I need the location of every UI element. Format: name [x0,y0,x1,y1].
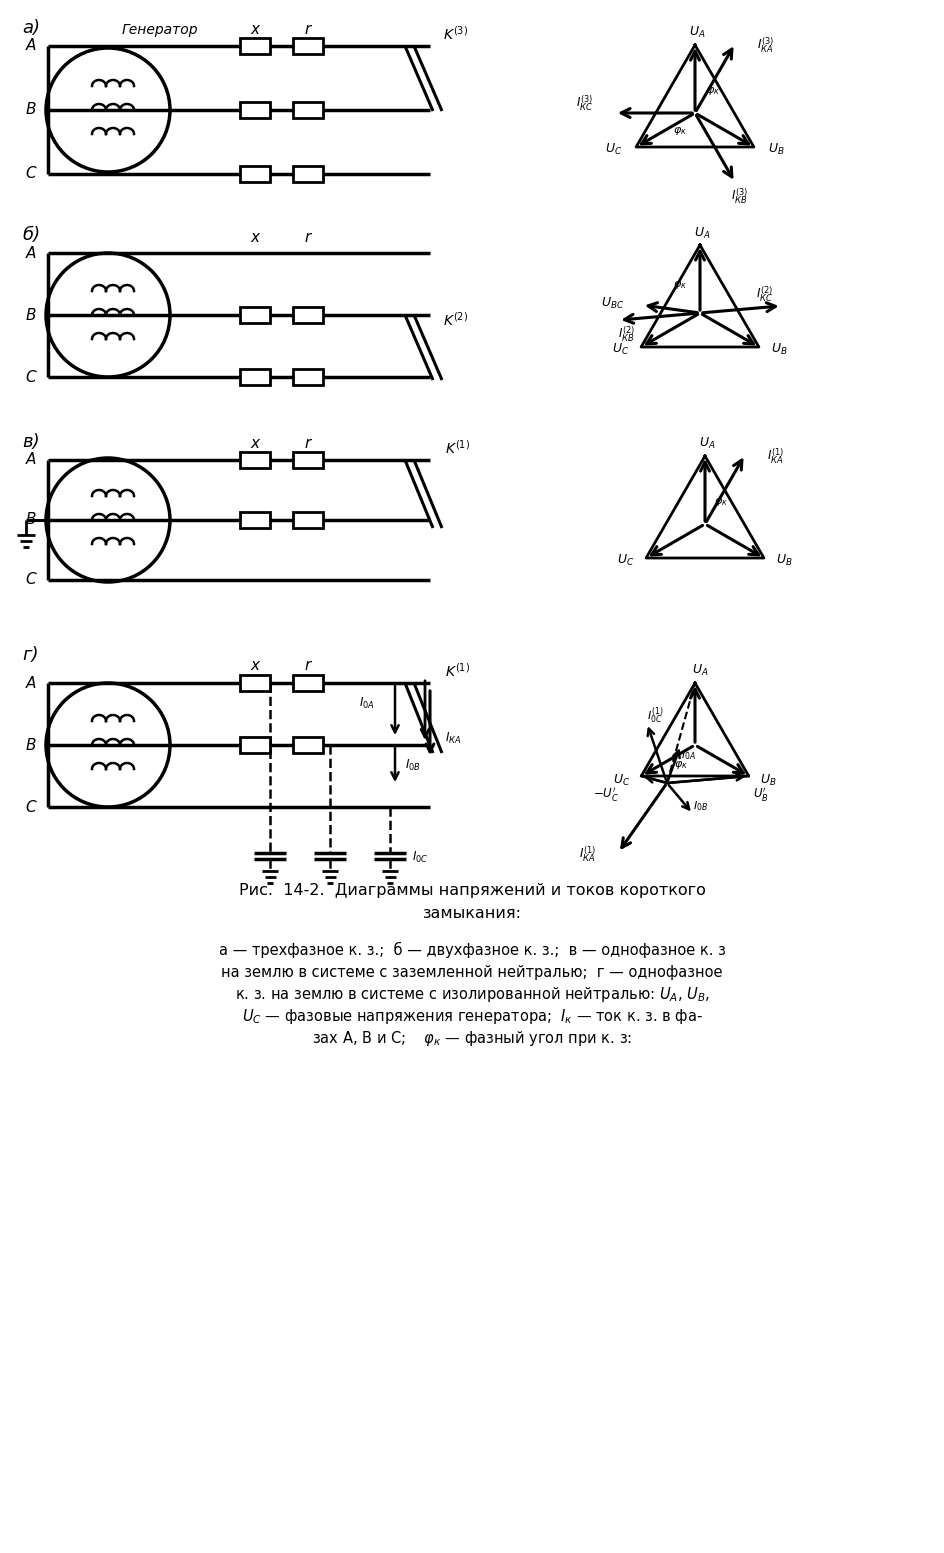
Text: $U_A$: $U_A$ [699,435,716,450]
Text: $U_A$: $U_A$ [689,25,705,39]
Text: к. з. на землю в системе с изолированной нейтралью: $U_A$, $U_B$,: к. з. на землю в системе с изолированной… [234,985,710,1003]
Text: на землю в системе с заземленной нейтралью;  г — однофазное: на землю в системе с заземленной нейтрал… [221,964,723,980]
Text: $U_C$: $U_C$ [617,553,634,567]
Text: $I^{(1)}_{КА}$: $I^{(1)}_{КА}$ [579,845,597,865]
Text: $U_B$: $U_B$ [760,772,777,787]
Text: а — трехфазное к. з.;  б — двухфазное к. з.;  в — однофазное к. з: а — трехфазное к. з.; б — двухфазное к. … [219,943,725,958]
Text: а): а) [22,19,40,37]
Text: $K^{(1)}$: $K^{(1)}$ [445,662,470,680]
Text: B: B [25,102,36,118]
Text: $\varphi_к$: $\varphi_к$ [674,759,688,770]
Text: $I^{(1)}_{0С}$: $I^{(1)}_{0С}$ [647,705,664,725]
Text: $U_C$: $U_C$ [613,772,630,787]
Bar [293,307,323,323]
Text: A: A [25,452,36,467]
Text: $K^{(1)}$: $K^{(1)}$ [445,439,470,457]
Bar [240,512,270,528]
Text: A: A [25,39,36,53]
Text: A: A [25,245,36,261]
Bar [293,512,323,528]
Text: $I_{0А}$: $I_{0А}$ [682,749,696,763]
Text: C: C [25,370,36,385]
Text: $I^{(3)}_{КС}$: $I^{(3)}_{КС}$ [576,93,593,113]
Text: r: r [305,230,312,244]
Text: C: C [25,573,36,587]
Text: x: x [250,22,260,37]
Text: C: C [25,166,36,182]
Text: $K^{(2)}$: $K^{(2)}$ [443,311,468,329]
Text: $U_B'$: $U_B'$ [752,784,768,803]
Text: г): г) [22,646,39,665]
Text: $I_{0В}$: $I_{0В}$ [693,798,708,812]
Bar [240,676,270,691]
Text: $I_{0В}$: $I_{0В}$ [405,758,421,772]
Text: зах A, B и C;    $\varphi_к$ — фазный угол при к. з:: зах A, B и C; $\varphi_к$ — фазный угол … [312,1028,632,1048]
Bar [293,738,323,753]
Text: $\varphi_к$: $\varphi_к$ [673,124,687,137]
Bar [240,307,270,323]
Bar [293,166,323,182]
Text: A: A [25,676,36,691]
Text: $\varphi_к$: $\varphi_к$ [706,85,720,96]
Text: $I^{(2)}_{КВ}$: $I^{(2)}_{КВ}$ [617,325,635,343]
Bar [240,102,270,118]
Text: $\varphi_к$: $\varphi_к$ [673,280,687,290]
Text: r: r [305,657,312,672]
Text: r: r [305,436,312,452]
Bar [240,370,270,385]
Bar [293,452,323,467]
Bar [240,37,270,54]
Text: $U_C$: $U_C$ [613,342,630,357]
Bar [293,37,323,54]
Text: $K^{(3)}$: $K^{(3)}$ [443,25,468,43]
Bar [240,452,270,467]
Text: $I^{(3)}_{КВ}$: $I^{(3)}_{КВ}$ [732,186,749,207]
Text: B: B [25,307,36,323]
Text: $U_{ВС}$: $U_{ВС}$ [600,295,624,311]
Text: $-U_C'$: $-U_C'$ [593,784,619,803]
Text: $I_{КА}$: $I_{КА}$ [445,730,462,745]
Text: $U_B$: $U_B$ [776,553,792,567]
Text: C: C [25,800,36,814]
Bar [293,676,323,691]
Text: Генератор: Генератор [122,23,198,37]
Text: $U_A$: $U_A$ [692,663,708,677]
Text: Рис.  14-2.  Диаграммы напряжений и токов короткого: Рис. 14-2. Диаграммы напряжений и токов … [239,882,705,898]
Text: x: x [250,436,260,452]
Text: $I^{(3)}_{КА}$: $I^{(3)}_{КА}$ [757,36,774,56]
Text: $U_B$: $U_B$ [770,342,787,357]
Text: B: B [25,738,36,753]
Text: r: r [305,22,312,37]
Bar [293,370,323,385]
Text: x: x [250,230,260,244]
Text: $I^{(2)}_{КС}$: $I^{(2)}_{КС}$ [756,284,774,303]
Bar [240,738,270,753]
Text: $U_A$: $U_A$ [694,225,710,241]
Text: $U_B$: $U_B$ [767,141,784,157]
Text: в): в) [22,433,40,450]
Text: $U_C$ — фазовые напряжения генератора;  $I_к$ — ток к. з. в фа-: $U_C$ — фазовые напряжения генератора; $… [242,1006,702,1025]
Text: $U_C$: $U_C$ [605,141,623,157]
Text: B: B [25,512,36,528]
Text: $I_{0С}$: $I_{0С}$ [412,849,429,865]
Bar [240,166,270,182]
Text: x: x [250,657,260,672]
Text: б): б) [22,227,41,244]
Text: $I^{(1)}_{КА}$: $I^{(1)}_{КА}$ [767,447,784,466]
Text: $I_{0A}$: $I_{0A}$ [360,696,375,711]
Text: $\varphi_к$: $\varphi_к$ [714,495,728,508]
Bar [293,102,323,118]
Text: замыкания:: замыкания: [423,907,521,921]
